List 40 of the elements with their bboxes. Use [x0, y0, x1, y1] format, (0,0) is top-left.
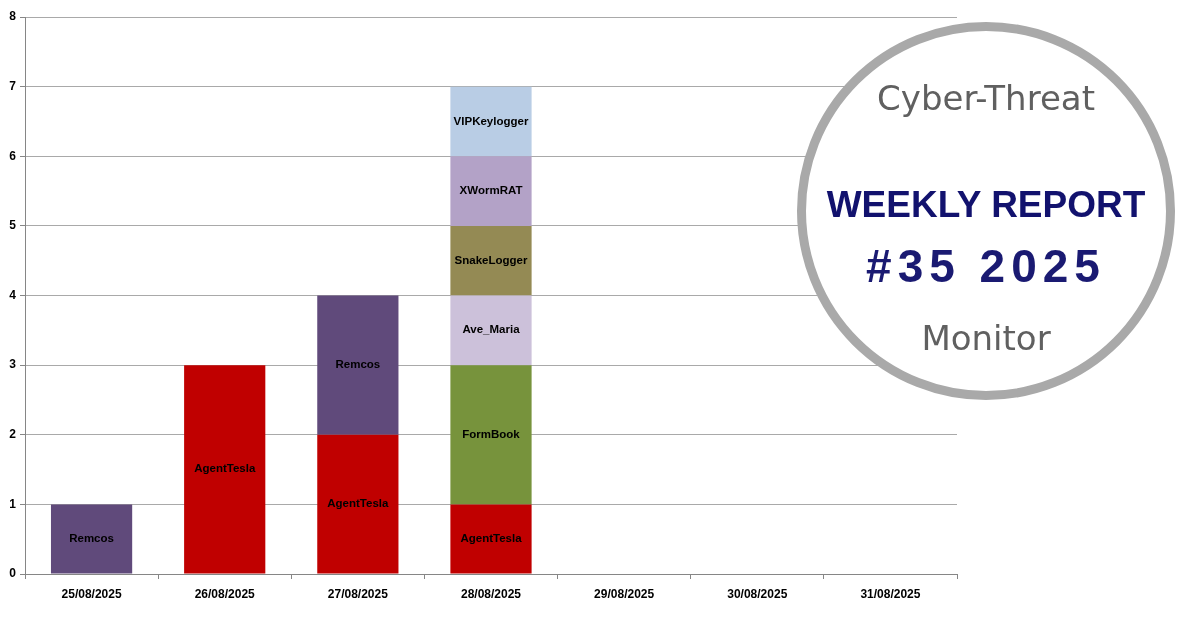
series-label: XWormRAT — [459, 184, 523, 197]
y-tick-label: 3 — [9, 357, 17, 372]
series-label: AgentTesla — [194, 462, 256, 475]
series-label: VIPKeylogger — [453, 114, 529, 127]
text: AgentTesla — [327, 497, 389, 510]
x-tick-label: 29/08/2025 — [594, 586, 655, 601]
x-tick-label: 26/08/2025 — [194, 586, 256, 601]
y-tick-label: 0 — [9, 566, 17, 581]
x-tick-label: 31/08/2025 — [860, 586, 921, 601]
text: #35 2025 — [866, 239, 1106, 293]
annotation: Cyber-Threat — [877, 78, 1095, 118]
text: Remcos — [335, 358, 381, 371]
y-tick-label: 8 — [9, 9, 17, 24]
annotation: Monitor — [921, 318, 1051, 358]
bar — [317, 295, 399, 435]
bar — [317, 434, 399, 574]
bar — [50, 504, 133, 574]
text: AgentTesla — [460, 532, 522, 545]
bar — [184, 365, 266, 574]
x-tick-label: 30/08/2025 — [727, 586, 788, 601]
y-tick-label: 5 — [9, 218, 17, 233]
y-tick-label: 4 — [9, 287, 17, 302]
bar — [450, 365, 532, 505]
series-label: FormBook — [462, 427, 521, 440]
x-tick-label: 27/08/2025 — [327, 586, 389, 601]
bar — [450, 225, 532, 296]
y-tick-label: 2 — [9, 427, 17, 442]
y-tick-label: 7 — [9, 78, 17, 93]
y-tick-label: 1 — [9, 496, 17, 511]
x-tick-label: 28/08/2025 — [460, 586, 522, 601]
text: WEEKLY REPORT — [826, 184, 1146, 226]
bar — [450, 504, 532, 574]
bar — [450, 86, 532, 157]
x-tick-label: 25/08/2025 — [61, 586, 122, 601]
bar — [450, 156, 532, 226]
series-label: Remcos — [69, 532, 114, 545]
bar — [450, 295, 532, 366]
y-tick-label: 6 — [9, 148, 17, 163]
series-label: SnakeLogger — [454, 253, 528, 266]
series-label: Ave_Maria — [462, 323, 521, 336]
